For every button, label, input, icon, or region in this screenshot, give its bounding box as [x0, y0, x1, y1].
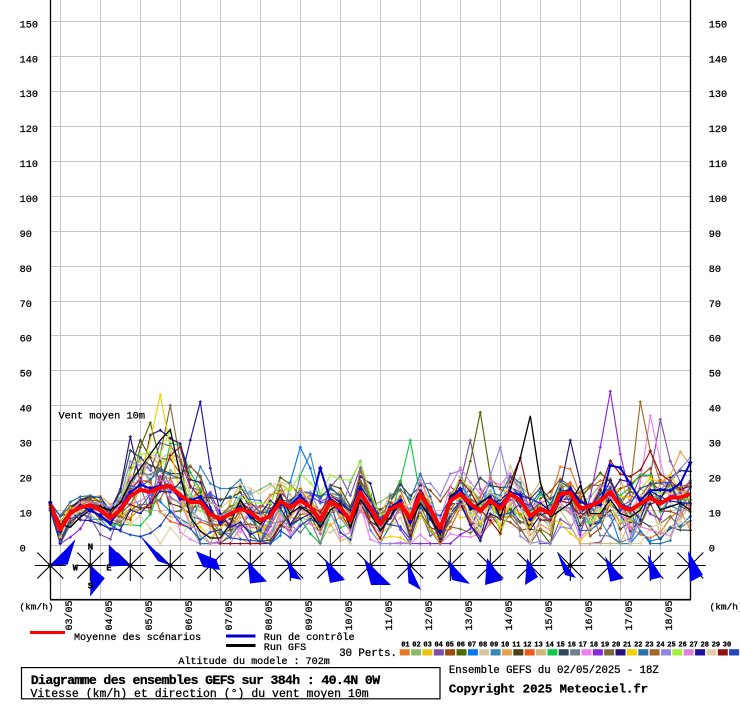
svg-text:03/05: 03/05 [64, 600, 76, 630]
svg-text:04/05: 04/05 [104, 600, 116, 630]
svg-text:20: 20 [612, 642, 620, 650]
svg-text:Copyright 2025 Meteociel.fr: Copyright 2025 Meteociel.fr [449, 683, 648, 697]
svg-text:140: 140 [20, 55, 38, 66]
svg-text:23: 23 [645, 642, 653, 650]
svg-text:11/05: 11/05 [384, 600, 396, 630]
svg-text:04: 04 [434, 642, 442, 650]
svg-text:09/05: 09/05 [304, 600, 316, 630]
svg-text:17/05: 17/05 [624, 600, 636, 630]
svg-text:15: 15 [556, 642, 564, 650]
svg-text:130: 130 [20, 90, 38, 101]
svg-text:W: W [73, 564, 79, 574]
svg-text:14/05: 14/05 [504, 600, 516, 630]
svg-text:19: 19 [601, 642, 609, 650]
svg-text:40: 40 [20, 405, 32, 416]
svg-text:70: 70 [20, 300, 32, 311]
svg-text:40: 40 [709, 405, 721, 416]
svg-text:16: 16 [568, 642, 576, 650]
svg-text:27: 27 [689, 642, 697, 650]
svg-text:29: 29 [712, 642, 720, 650]
svg-text:30: 30 [709, 440, 721, 451]
svg-text:50: 50 [709, 370, 721, 381]
svg-text:30 Perts.: 30 Perts. [339, 648, 397, 660]
svg-text:50: 50 [20, 370, 32, 381]
svg-text:150: 150 [709, 20, 727, 31]
svg-text:12: 12 [523, 642, 531, 650]
svg-text:120: 120 [20, 125, 38, 136]
svg-text:140: 140 [709, 55, 727, 66]
svg-text:15/05: 15/05 [544, 600, 556, 630]
svg-text:Run GFS: Run GFS [264, 643, 306, 654]
svg-text:10/05: 10/05 [344, 600, 356, 630]
svg-text:13/05: 13/05 [464, 600, 476, 630]
svg-text:120: 120 [709, 125, 727, 136]
svg-text:11: 11 [512, 642, 520, 650]
svg-text:100: 100 [20, 195, 38, 206]
svg-text:110: 110 [709, 160, 727, 171]
svg-text:110: 110 [20, 160, 38, 171]
svg-text:28: 28 [701, 642, 709, 650]
svg-text:130: 130 [709, 90, 727, 101]
svg-text:80: 80 [709, 265, 721, 276]
svg-text:14: 14 [545, 642, 553, 650]
svg-text:S: S [88, 582, 94, 592]
svg-text:08/05: 08/05 [264, 600, 276, 630]
svg-text:70: 70 [709, 300, 721, 311]
svg-text:05: 05 [446, 642, 454, 650]
svg-text:90: 90 [709, 230, 721, 241]
svg-text:80: 80 [20, 265, 32, 276]
svg-text:03: 03 [423, 642, 431, 650]
svg-text:09: 09 [490, 642, 498, 650]
svg-text:10: 10 [501, 642, 509, 650]
svg-text:30: 30 [20, 440, 32, 451]
svg-text:0: 0 [20, 544, 26, 555]
svg-text:N: N [88, 543, 93, 553]
svg-text:08: 08 [479, 642, 487, 650]
svg-text:18: 18 [590, 642, 598, 650]
svg-text:0: 0 [709, 544, 715, 555]
svg-text:02: 02 [412, 642, 420, 650]
svg-text:12/05: 12/05 [424, 600, 436, 630]
svg-text:20: 20 [709, 474, 721, 485]
svg-text:60: 60 [20, 335, 32, 346]
svg-text:07/05: 07/05 [224, 600, 236, 630]
svg-text:100: 100 [709, 195, 727, 206]
svg-text:10: 10 [709, 509, 721, 520]
svg-text:20: 20 [20, 474, 32, 485]
svg-text:18/05: 18/05 [664, 600, 676, 630]
svg-text:Diagramme des ensembles GEFS s: Diagramme des ensembles GEFS sur 384h : … [31, 673, 380, 688]
svg-text:E: E [106, 564, 112, 574]
svg-text:10: 10 [20, 509, 32, 520]
svg-text:Moyenne des scénarios: Moyenne des scénarios [74, 632, 201, 644]
svg-text:(km/h): (km/h) [19, 601, 53, 612]
svg-text:21: 21 [623, 642, 631, 650]
svg-text:06: 06 [457, 642, 465, 650]
svg-text:05/05: 05/05 [144, 600, 156, 630]
svg-text:(km/h): (km/h) [710, 601, 740, 612]
svg-text:Vent moyen 10m: Vent moyen 10m [59, 410, 146, 422]
svg-text:06/05: 06/05 [184, 600, 196, 630]
svg-text:90: 90 [20, 230, 32, 241]
svg-text:24: 24 [656, 642, 664, 650]
svg-text:16/05: 16/05 [584, 600, 596, 630]
svg-text:Vitesse (km/h) et direction (°: Vitesse (km/h) et direction (°) du vent … [31, 688, 369, 700]
svg-text:07: 07 [468, 642, 476, 650]
svg-text:150: 150 [20, 20, 38, 31]
svg-text:13: 13 [534, 642, 542, 650]
svg-text:17: 17 [579, 642, 587, 650]
svg-text:01: 01 [401, 642, 409, 650]
svg-text:Altitude du modele : 702m: Altitude du modele : 702m [178, 656, 329, 668]
svg-text:60: 60 [709, 335, 721, 346]
svg-text:30: 30 [723, 642, 731, 650]
svg-text:22: 22 [634, 642, 642, 650]
svg-text:25: 25 [667, 642, 675, 650]
svg-text:Ensemble GEFS du 02/05/2025 -: Ensemble GEFS du 02/05/2025 - 18Z [449, 665, 659, 677]
svg-text:26: 26 [678, 642, 686, 650]
